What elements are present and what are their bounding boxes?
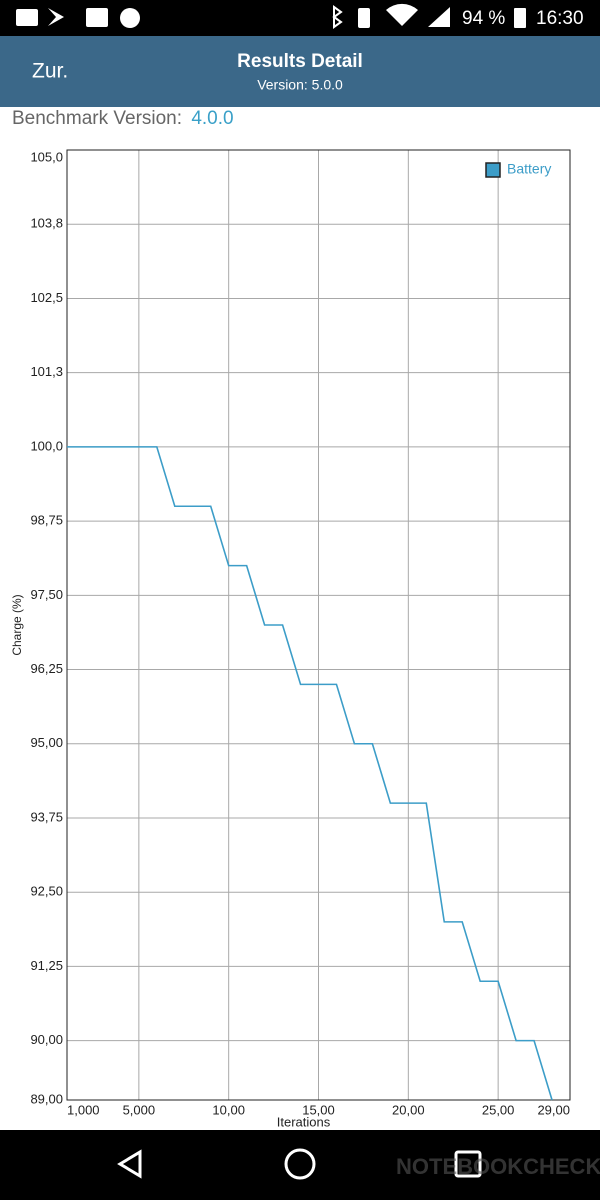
x-tick-label: 29,00 [537,1102,570,1117]
app-header [0,36,600,107]
x-tick-label: 25,00 [482,1102,515,1117]
y-tick-label: 90,00 [30,1032,63,1047]
legend-label: Battery [507,161,551,177]
y-tick-label: 105,0 [30,149,63,164]
chart: 105,0 103,8 102,5 101,3 100,0 98,75 97,50 96,25… [10,149,571,1129]
nav-home[interactable] [284,1148,316,1180]
y-axis-label: Charge (%) [10,594,24,655]
y-tick-label: 97,50 [30,587,63,602]
benchmark-version: Benchmark Version: 4.0.0 [12,108,234,129]
y-tick-label: 101,3 [30,364,63,379]
y-tick-label: 92,50 [30,884,63,899]
x-tick-label: 1,000 [67,1102,100,1117]
y-tick-label: 91,25 [30,958,63,973]
x-tick-label: 5,000 [123,1102,156,1117]
back-button[interactable]: Zur. [32,60,68,83]
y-tick-label: 95,00 [30,735,63,750]
x-tick-label: 20,00 [392,1102,425,1117]
x-tick-label: 10,00 [212,1102,245,1117]
benchmark-value: 4.0.0 [191,108,233,129]
benchmark-label: Benchmark Version: [12,108,182,129]
nav-recents[interactable] [454,1150,482,1178]
y-tick-label: 102,5 [30,290,63,305]
x-axis-label: Iterations [277,1114,331,1129]
y-tick-label: 96,25 [30,661,63,676]
status-icons [16,3,526,29]
nav-bar [0,1130,600,1200]
y-tick-label: 103,8 [30,216,63,231]
watermark: NOTEBOOKCHECK [396,1154,600,1179]
page-subtitle: Version: 5.0.0 [257,77,343,93]
nav-back[interactable] [117,1149,142,1179]
y-tick-label: 93,75 [30,809,63,824]
page-title: Results Detail [237,51,363,72]
clock: 16:30 [536,8,584,29]
y-tick-label: 98,75 [30,513,63,528]
legend-swatch [485,162,501,178]
y-tick-label: 89,00 [30,1091,63,1106]
data-line [67,446,553,1101]
plot-border [66,149,571,1101]
y-tick-label: 100,0 [30,438,63,453]
battery-level: 94 % [462,8,505,29]
x-tick-label: 15,00 [302,1102,335,1117]
